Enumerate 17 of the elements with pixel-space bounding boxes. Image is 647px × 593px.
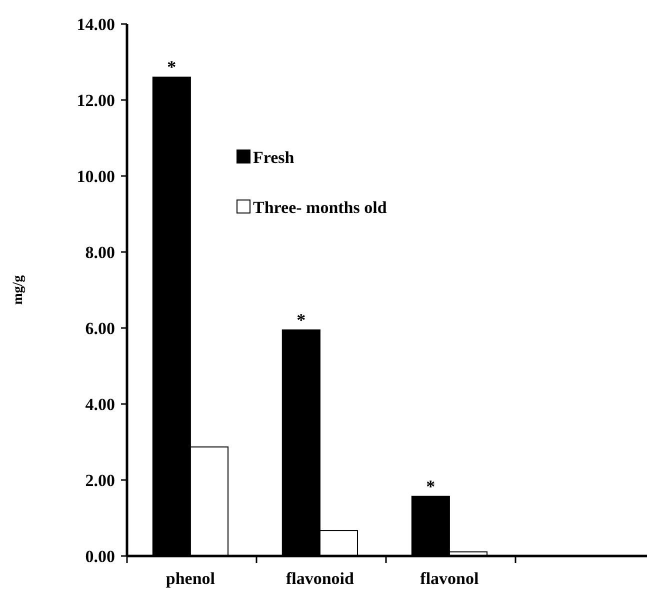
y-tick-label: 12.00 <box>76 90 115 110</box>
y-tick-label: 10.00 <box>76 166 115 186</box>
y-tick-label: 6.00 <box>85 318 115 338</box>
x-tick-label: flavonoid <box>286 569 354 588</box>
y-tick-label: 4.00 <box>85 394 115 414</box>
y-tick-label: 14.00 <box>76 14 115 34</box>
x-tick-label: flavonol <box>420 569 480 588</box>
legend-label: Three- months old <box>253 198 388 217</box>
y-tick-label: 0.00 <box>85 546 115 566</box>
annotation: * <box>167 57 176 78</box>
y-tick-label: 8.00 <box>85 242 115 262</box>
x-tick-label: phenol <box>166 569 216 588</box>
y-tick-label: 2.00 <box>85 470 115 490</box>
annotation: * <box>426 476 436 496</box>
y-axis-title: mg/g <box>11 275 26 305</box>
annotation: * <box>296 310 306 330</box>
legend-label: Fresh <box>253 148 295 167</box>
